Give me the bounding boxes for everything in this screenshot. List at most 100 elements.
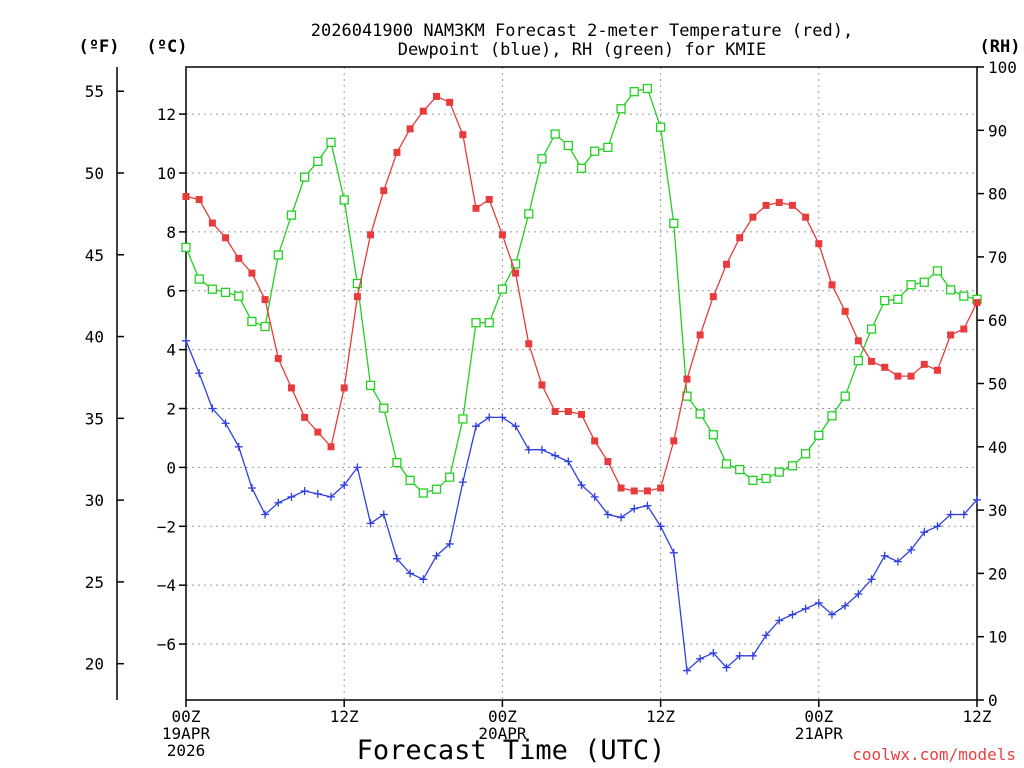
temperature-point bbox=[854, 337, 862, 345]
rh-point bbox=[484, 318, 494, 328]
rh-point bbox=[695, 409, 705, 419]
dewpoint-point bbox=[959, 510, 968, 519]
dewpoint-point bbox=[656, 522, 665, 531]
rh-point bbox=[445, 472, 455, 482]
x-axis-label: Forecast Time (UTC) bbox=[357, 735, 666, 766]
rh-point bbox=[945, 285, 956, 295]
temperature-point bbox=[960, 325, 968, 333]
dewpoint-point bbox=[893, 557, 902, 566]
fahrenheit-tick-label: 35 bbox=[85, 409, 104, 428]
rh-point bbox=[827, 411, 837, 421]
temperature-point bbox=[208, 219, 216, 227]
celsius-tick-label: 10 bbox=[157, 164, 176, 183]
rh-point bbox=[194, 274, 204, 284]
temperature-point bbox=[709, 293, 717, 301]
dewpoint-point bbox=[458, 478, 467, 487]
celsius-tick-label: 6 bbox=[166, 282, 176, 301]
dewpoint-point bbox=[485, 413, 494, 422]
rh-point bbox=[405, 475, 415, 485]
dewpoint-point bbox=[748, 651, 757, 660]
dewpoint-point bbox=[590, 492, 599, 501]
dewpoint-point bbox=[564, 457, 573, 466]
temperature-point bbox=[393, 148, 401, 156]
rh-point bbox=[418, 488, 428, 498]
rh-point bbox=[840, 391, 850, 401]
fahrenheit-tick-label: 55 bbox=[85, 82, 104, 101]
temperature-point bbox=[815, 240, 823, 248]
celsius-tick-label: 8 bbox=[166, 223, 176, 242]
rh-tick-label: 100 bbox=[988, 58, 1017, 77]
dewpoint-point bbox=[643, 501, 652, 510]
rh-tick-label: 60 bbox=[988, 311, 1007, 330]
dewpoint-point bbox=[392, 554, 401, 563]
dewpoint-point bbox=[814, 598, 823, 607]
temperature-point bbox=[235, 254, 243, 262]
rh-point bbox=[932, 266, 943, 276]
dewpoint-point bbox=[775, 616, 784, 625]
rh-point bbox=[260, 321, 270, 332]
temperature-point bbox=[591, 437, 599, 445]
rh-point bbox=[379, 403, 389, 413]
temperature-point bbox=[933, 366, 941, 374]
celsius-tick-label: −4 bbox=[157, 576, 176, 595]
dewpoint-point bbox=[946, 510, 955, 519]
dewpoint-point bbox=[313, 489, 322, 498]
x-tick-label: 00Z bbox=[172, 707, 201, 726]
dewpoint-point bbox=[880, 551, 889, 560]
dewpoint-point bbox=[182, 336, 190, 345]
dewpoint-point bbox=[419, 575, 428, 584]
rh-point bbox=[286, 210, 297, 220]
rh-point bbox=[735, 464, 745, 475]
celsius-axis-unit: (ºC) bbox=[147, 37, 188, 57]
dewpoint-point bbox=[617, 513, 626, 522]
dewpoint-point bbox=[366, 519, 375, 528]
temperature-series bbox=[182, 92, 981, 495]
fahrenheit-tick-label: 30 bbox=[85, 491, 104, 510]
dewpoint-point bbox=[340, 481, 349, 490]
temperature-point bbox=[907, 372, 915, 380]
dewpoint-point bbox=[603, 510, 612, 519]
temperature-point bbox=[894, 372, 902, 380]
temperature-point bbox=[670, 437, 678, 445]
temperature-point bbox=[604, 458, 612, 466]
dewpoint-point bbox=[669, 548, 678, 557]
temperature-point bbox=[762, 201, 770, 209]
rh-point bbox=[721, 459, 732, 469]
dewpoint-point bbox=[788, 610, 797, 619]
dewpoint-point bbox=[735, 651, 744, 660]
celsius-tick-label: 4 bbox=[166, 341, 176, 360]
rh-point bbox=[866, 324, 877, 334]
temperature-point bbox=[248, 269, 256, 277]
temperature-point bbox=[973, 299, 981, 307]
rh-point bbox=[748, 475, 758, 485]
temperature-point bbox=[881, 363, 889, 371]
dewpoint-point bbox=[406, 569, 415, 578]
rh-point bbox=[181, 242, 191, 253]
celsius-tick-label: 2 bbox=[166, 400, 176, 419]
dewpoint-point bbox=[498, 413, 507, 422]
rh-point bbox=[247, 316, 257, 327]
fahrenheit-axis-unit: (ºF) bbox=[79, 37, 120, 57]
temperature-point bbox=[696, 331, 704, 339]
x-tick-label: 21APR bbox=[795, 724, 844, 743]
dewpoint-point bbox=[445, 539, 454, 548]
rh-tick-label: 30 bbox=[988, 501, 1007, 520]
rh-point bbox=[234, 291, 244, 301]
dewpoint-point bbox=[327, 492, 336, 501]
temperature-point bbox=[828, 281, 836, 289]
credit-text: coolwx.com/models bbox=[852, 745, 1016, 764]
rh-point bbox=[655, 122, 666, 132]
rh-point bbox=[959, 291, 969, 301]
temperature-point bbox=[314, 428, 322, 436]
rh-point bbox=[787, 461, 798, 471]
dewpoint-point bbox=[920, 528, 929, 537]
fahrenheit-tick-label: 20 bbox=[85, 655, 104, 674]
rh-point bbox=[550, 129, 560, 139]
dewpoint-point bbox=[867, 575, 876, 584]
temperature-point bbox=[472, 204, 480, 212]
rh-point bbox=[761, 473, 771, 484]
temperature-point bbox=[498, 231, 506, 239]
temperature-point bbox=[182, 193, 190, 201]
